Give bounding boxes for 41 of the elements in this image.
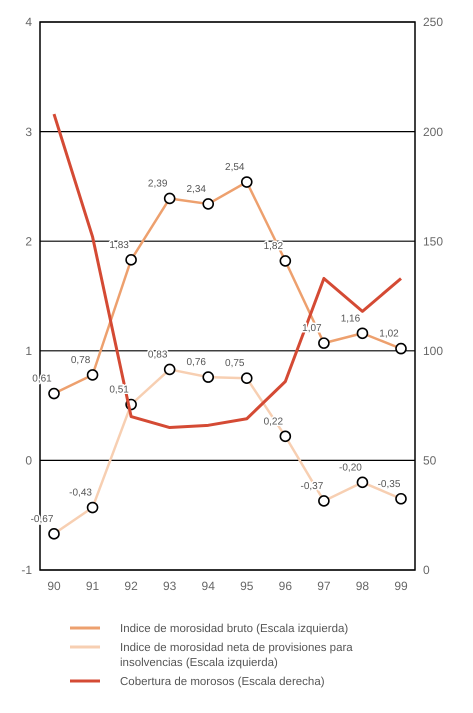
x-tick-label: 96 [278,579,292,593]
x-tick-label: 98 [356,579,370,593]
x-tick-label: 99 [394,579,408,593]
y2-tick-label: 50 [423,454,437,468]
x-tick-label: 97 [317,579,331,593]
legend-label: Indice de morosidad neta de provisiones para insolvencias (Escala izquierda) [120,642,354,669]
y2-tick-label: 200 [423,124,444,139]
data-label: -0,43 [69,488,92,499]
data-label: 0,22 [264,416,284,428]
data-label: 1,02 [379,328,400,340]
y2-tick-label: 250 [423,15,444,30]
data-label: -0,20 [339,462,362,474]
data-label: -0,35 [378,478,401,490]
y-tick-label: 2 [25,234,32,248]
y-tick-label: -1 [21,563,32,578]
data-label: 0,78 [70,354,91,366]
legend-label: Cobertura de morosos (Escala derecha) [120,676,325,688]
data-label: 1,16 [340,313,361,324]
x-tick-label: 94 [202,579,216,593]
legend-label: Indice de morosidad bruto (Escala izquierda) [120,623,348,635]
x-tick-label: 92 [124,579,138,593]
line-series [52,112,402,430]
x-tick-label: 93 [162,579,177,593]
data-label: 2,34 [186,184,206,195]
y-tick-label: 4 [25,15,32,30]
y2-tick-label: 100 [423,344,444,358]
data-label: 1,83 [109,240,130,251]
y-tick-label: 1 [25,344,32,358]
data-label: 0,76 [186,357,206,368]
data-label: 2,54 [225,162,245,174]
x-tick-label: 95 [240,579,254,593]
x-tick-label: 91 [86,579,100,593]
y2-tick-label: 0 [423,563,430,578]
y-tick-label: 0 [25,454,32,468]
data-label: 0,75 [225,358,245,370]
data-label: -0,37 [300,480,324,492]
data-label: 2,39 [148,178,168,190]
x-tick-label: 90 [47,579,61,593]
y-tick-label: 3 [25,124,32,139]
y2-tick-label: 150 [423,234,444,248]
data-label: 0,83 [148,349,168,360]
